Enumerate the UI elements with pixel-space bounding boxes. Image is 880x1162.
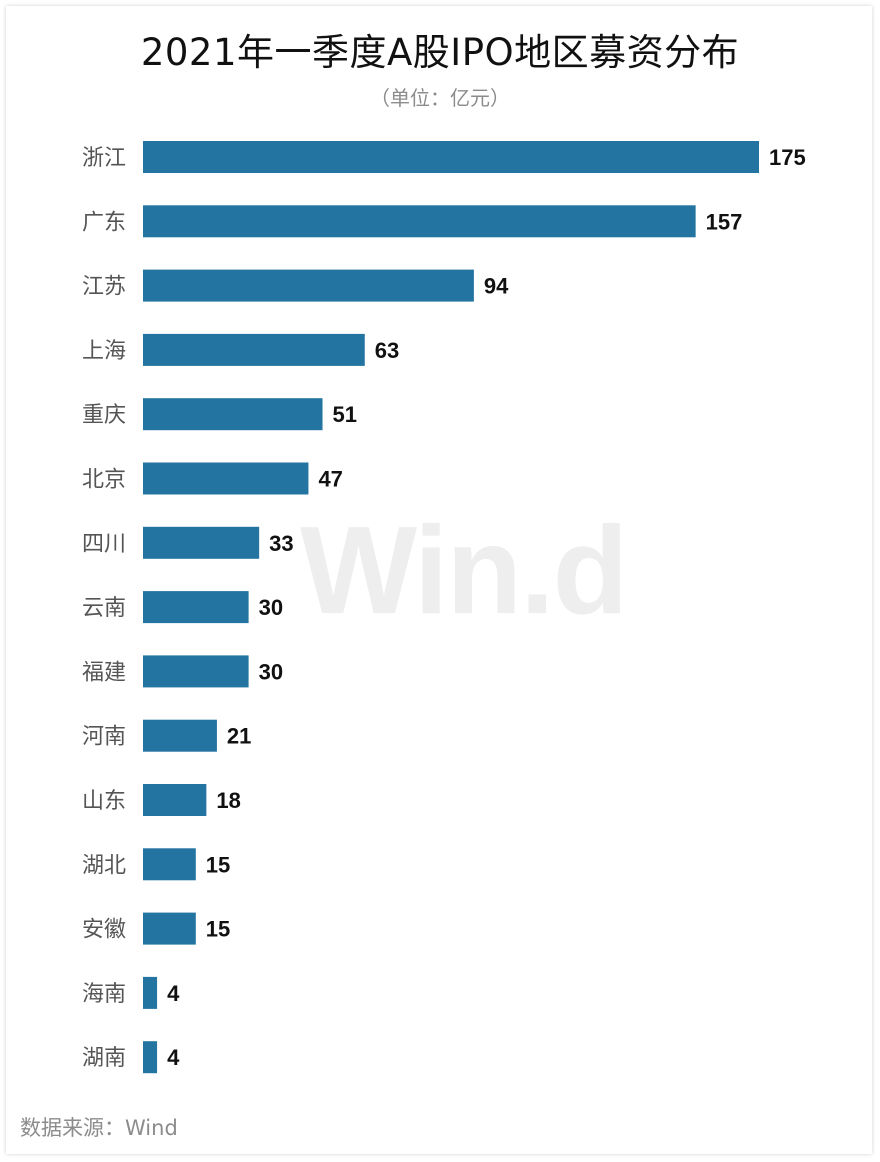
chart-subtitle: （单位：亿元） [370,86,510,110]
value-label: 18 [216,788,240,813]
bar [143,591,249,624]
category-label: 云南 [82,596,126,621]
wind-watermark: Win.d [300,502,628,640]
value-label: 33 [269,531,293,556]
value-label: 175 [769,145,806,170]
category-label: 上海 [82,339,126,364]
value-label: 94 [484,274,509,299]
value-label: 4 [167,1045,180,1070]
value-label: 47 [318,467,342,492]
category-label: 河南 [82,725,126,750]
category-label: 海南 [82,982,126,1007]
category-label: 湖北 [82,853,126,878]
value-label: 157 [706,209,743,234]
category-label: 山东 [82,789,126,814]
bar [143,269,474,302]
category-label: 广东 [82,210,126,235]
category-label: 安徽 [82,918,126,943]
bar [143,719,217,752]
category-label: 福建 [82,660,126,685]
bar [143,398,323,431]
category-label: 四川 [82,532,126,557]
category-label: 湖南 [82,1046,126,1071]
bar [143,333,365,366]
category-label: 北京 [82,468,126,493]
category-label: 江苏 [82,275,126,300]
value-label: 63 [375,338,399,363]
value-label: 4 [167,981,180,1006]
bar [143,655,249,688]
category-label: 重庆 [82,403,126,428]
bar [143,141,759,173]
bar [143,912,196,945]
value-label: 15 [206,852,230,877]
value-label: 21 [227,724,251,749]
value-label: 30 [259,659,283,684]
chart-title: 2021年一季度A股IPO地区募资分布 [140,31,740,74]
bar [143,976,158,1009]
category-label: 浙江 [82,146,126,171]
bar [143,848,196,881]
value-label: 15 [206,917,230,942]
bar [143,205,696,238]
bar [143,462,309,495]
value-label: 51 [333,402,357,427]
bar [143,526,260,559]
chart-frame [6,6,872,1154]
data-source: 数据来源：Wind [20,1116,178,1140]
bar [143,1041,158,1074]
value-label: 30 [259,595,283,620]
bar [143,784,207,816]
